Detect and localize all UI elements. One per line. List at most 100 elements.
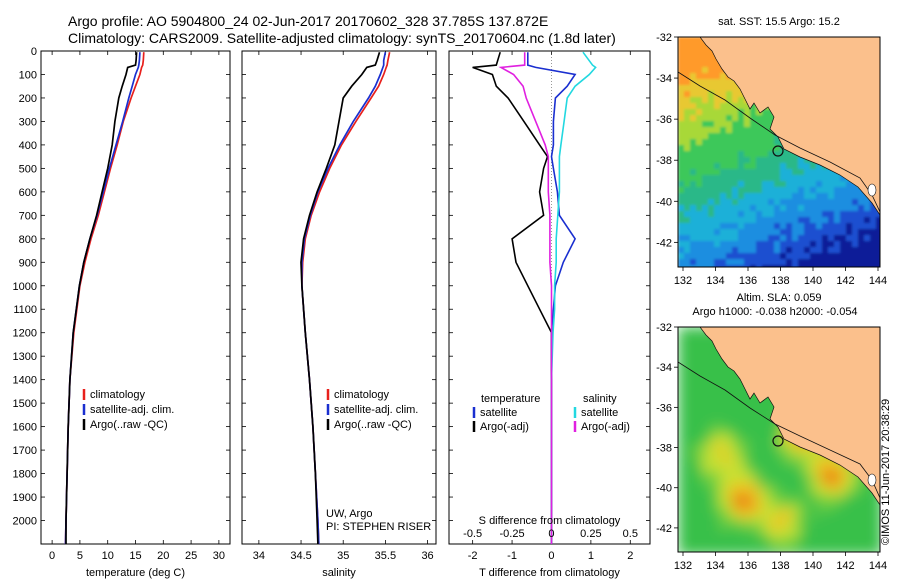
x-tick-label: -1 bbox=[507, 550, 517, 562]
lat-tick-label: -42 bbox=[656, 523, 672, 535]
depth-tick-label: 1600 bbox=[13, 422, 37, 434]
s-tick-label: 0.5 bbox=[623, 528, 638, 540]
lat-tick-label: -40 bbox=[656, 196, 672, 208]
x-tick-label: 10 bbox=[102, 550, 114, 562]
x-tick-label: -2 bbox=[468, 550, 478, 562]
panel-frame bbox=[241, 50, 437, 545]
x-axis-label: temperature (deg C) bbox=[86, 567, 185, 579]
lon-tick-label: 144 bbox=[869, 275, 887, 287]
sla-map-title1: Altim. SLA: 0.059 bbox=[737, 292, 822, 304]
s-tick-label: -0.5 bbox=[463, 528, 482, 540]
legend-label: climatology bbox=[334, 389, 390, 401]
legend-label: temperature bbox=[481, 393, 540, 405]
legend-label: satellite-adj. clim. bbox=[334, 404, 418, 416]
legend-label: satellite bbox=[581, 407, 618, 419]
sst-isobath bbox=[678, 71, 880, 213]
sla-argo-marker bbox=[772, 435, 784, 447]
depth-tick-label: 200 bbox=[19, 93, 37, 105]
lat-tick-label: -36 bbox=[656, 114, 672, 126]
depth-tick-label: 500 bbox=[19, 163, 37, 175]
depth-tick-label: 400 bbox=[19, 140, 37, 152]
lon-tick-label: 134 bbox=[706, 275, 724, 287]
s-tick-label: 0 bbox=[548, 528, 554, 540]
sst-land bbox=[699, 37, 880, 216]
profile-panel-temperature: 0100200300400500600700800900100011001200… bbox=[13, 46, 231, 579]
legend-label: salinity bbox=[583, 393, 617, 405]
legend-label: climatology bbox=[90, 389, 146, 401]
series-line bbox=[300, 51, 381, 545]
lat-tick-label: -38 bbox=[656, 155, 672, 167]
lon-tick-label: 144 bbox=[869, 560, 887, 572]
depth-tick-label: 300 bbox=[19, 116, 37, 128]
depth-tick-label: 1500 bbox=[13, 398, 37, 410]
legend-label: Argo(-adj) bbox=[480, 421, 529, 433]
panel-frame bbox=[40, 50, 231, 545]
sla-island bbox=[867, 473, 877, 487]
legend-label: Argo(..raw -QC) bbox=[90, 419, 168, 431]
s-tick-label: 0.25 bbox=[580, 528, 601, 540]
x-axis-label: T difference from climatology bbox=[479, 567, 620, 579]
x-tick-label: 2 bbox=[627, 550, 633, 562]
sla-map: Altim. SLA: 0.059 Argo h1000: -0.038 h20… bbox=[656, 292, 887, 572]
legend: climatology satellite-adj. clim. Argo(..ra… bbox=[82, 389, 174, 431]
legend: climatology satellite-adj. clim. Argo(..ra… bbox=[326, 389, 418, 431]
x-tick-label: 1 bbox=[588, 550, 594, 562]
header-title: Argo profile: AO 5904800_24 02-Jun-2017 … bbox=[68, 13, 549, 29]
depth-tick-label: 800 bbox=[19, 234, 37, 246]
lon-tick-label: 136 bbox=[739, 560, 757, 572]
legend-label: Argo(-adj) bbox=[581, 421, 630, 433]
x-tick-label: 35 bbox=[337, 550, 349, 562]
lon-tick-label: 136 bbox=[739, 275, 757, 287]
x-tick-label: 20 bbox=[157, 550, 169, 562]
profile-panel-difference: T difference from climatology-2 -1 0 1 2 -0.5… bbox=[448, 50, 651, 579]
sst-island bbox=[867, 183, 877, 197]
lon-tick-label: 142 bbox=[836, 275, 854, 287]
lat-tick-label: -42 bbox=[656, 237, 672, 249]
x-tick-label: 36 bbox=[421, 550, 433, 562]
sla-land bbox=[699, 327, 880, 506]
x-tick-label: 5 bbox=[77, 550, 83, 562]
depth-tick-label: 600 bbox=[19, 187, 37, 199]
depth-tick-label: 1900 bbox=[13, 492, 37, 504]
profile-panel-salinity: 34 34.5 35 35.5 36 salinity climatology satelli… bbox=[241, 50, 437, 579]
annotation-line2: PI: STEPHEN RISER bbox=[326, 521, 431, 533]
x-tick-label: 34 bbox=[253, 550, 265, 562]
depth-tick-label: 1700 bbox=[13, 445, 37, 457]
depth-tick-label: 1100 bbox=[13, 304, 37, 316]
lat-tick-label: -34 bbox=[656, 362, 672, 374]
depth-tick-label: 1000 bbox=[13, 281, 37, 293]
lon-tick-label: 142 bbox=[836, 560, 854, 572]
panel-frame bbox=[448, 50, 651, 545]
lat-tick-label: -36 bbox=[656, 402, 672, 414]
header-subtitle: Climatology: CARS2009. Satellite-adjuste… bbox=[68, 30, 616, 46]
depth-tick-label: 700 bbox=[19, 210, 37, 222]
sla-isobath bbox=[678, 361, 880, 499]
x-tick-label: 34.5 bbox=[290, 550, 311, 562]
depth-tick-label: 1800 bbox=[13, 469, 37, 481]
legend-label: Argo(..raw -QC) bbox=[334, 419, 412, 431]
lat-tick-label: -34 bbox=[656, 73, 672, 85]
x-tick-label: 15 bbox=[129, 550, 141, 562]
series-line bbox=[498, 52, 553, 544]
x-tick-label: 0 bbox=[548, 550, 554, 562]
annotation-line1: UW, Argo bbox=[326, 508, 372, 520]
s-axis-label: S difference from climatology bbox=[479, 515, 621, 527]
lon-tick-label: 138 bbox=[771, 275, 789, 287]
lat-tick-label: -32 bbox=[656, 322, 672, 334]
sst-map-title: sat. SST: 15.5 Argo: 15.2 bbox=[718, 16, 840, 28]
legend-salinity: salinity satellite Argo(-adj) bbox=[573, 393, 630, 433]
depth-tick-label: 900 bbox=[19, 257, 37, 269]
series-line bbox=[65, 52, 138, 544]
lon-tick-label: 132 bbox=[674, 275, 692, 287]
depth-tick-label: 0 bbox=[31, 46, 37, 58]
depth-tick-label: 1300 bbox=[13, 351, 37, 363]
x-tick-label: 30 bbox=[213, 550, 225, 562]
lon-tick-label: 140 bbox=[804, 275, 822, 287]
lon-tick-label: 138 bbox=[771, 560, 789, 572]
sst-map: sat. SST: 15.5 Argo: 15.2 -32 -34 -36 -38 -4… bbox=[656, 16, 887, 287]
lat-tick-label: -32 bbox=[656, 32, 672, 44]
depth-tick-label: 100 bbox=[19, 69, 37, 81]
legend-label: satellite-adj. clim. bbox=[90, 404, 174, 416]
sst-argo-marker bbox=[772, 145, 784, 157]
